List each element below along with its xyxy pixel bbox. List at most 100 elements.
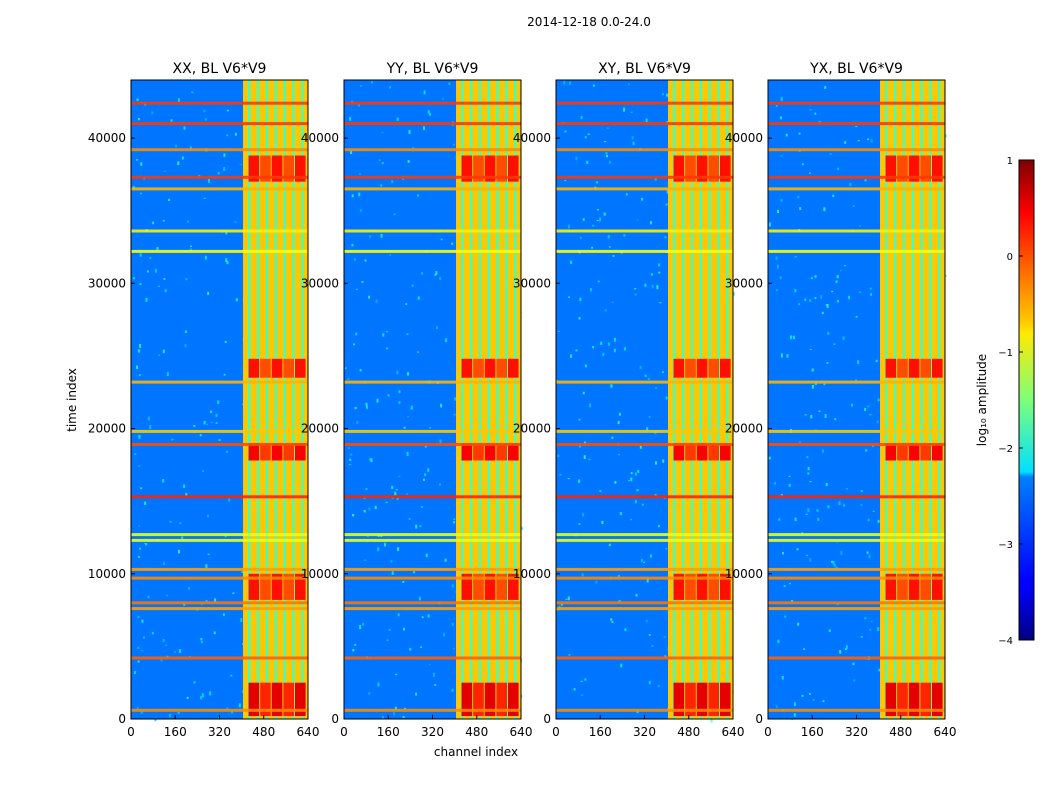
noise-speck [777,639,780,644]
hot-segment [696,573,708,600]
hot-segment [932,358,943,378]
noise-speck [200,695,203,700]
rfi-row [131,607,308,611]
hot-segment [248,443,260,461]
noise-speck [132,277,135,280]
rfi-row [131,656,308,660]
noise-speck [582,218,585,221]
noise-speck [567,224,570,229]
noise-speck [137,555,140,559]
noise-speck [617,575,620,577]
noise-speck [808,693,811,695]
hot-segment [260,155,271,182]
noise-speck [187,220,189,223]
noise-speck [643,561,645,564]
colorbar-tick-label: −2 [998,444,1013,455]
noise-speck [168,198,170,202]
noise-speck [829,153,832,156]
noise-speck [605,152,608,155]
noise-speck [137,646,140,650]
noise-speck [796,548,799,551]
y-tick-label: 40000 [301,131,339,145]
noise-speck [364,259,367,262]
noise-speck [241,571,244,573]
noise-speck [242,643,244,645]
rfi-row [344,101,521,105]
noise-speck [799,441,801,444]
hot-segment [496,443,508,461]
colorbar-tick-label: −3 [998,540,1013,551]
channel-stripe [708,80,711,719]
noise-speck [825,483,828,487]
noise-speck [557,330,560,332]
x-tick-label: 160 [589,725,612,739]
noise-speck [210,410,213,414]
noise-speck [780,155,783,157]
noise-speck [394,706,397,711]
noise-speck [859,225,861,227]
noise-speck [230,674,233,677]
noise-speck [193,681,196,684]
noise-speck [557,454,560,458]
noise-speck [783,585,786,587]
noise-speck [415,524,418,529]
hot-segment [708,682,720,717]
noise-speck [634,500,637,504]
channel-stripe [920,80,923,719]
noise-speck [849,183,852,187]
noise-speck [163,278,166,280]
noise-speck [584,135,587,139]
noise-speck [393,213,396,216]
noise-speck [608,246,611,248]
hot-segment [696,682,708,717]
noise-speck [177,712,180,714]
noise-speck [162,220,165,222]
noise-speck [347,447,350,449]
noise-speck [648,680,651,685]
hot-segment [484,682,496,717]
noise-speck [657,525,660,528]
noise-speck [362,622,365,626]
noise-speck [611,301,614,304]
noise-speck [391,571,394,575]
noise-speck [782,552,784,555]
noise-speck [845,488,848,490]
noise-speck [140,192,143,195]
noise-speck [209,691,212,696]
hot-segment [673,155,685,182]
noise-speck [183,602,186,606]
x-tick-label: 320 [845,725,868,739]
noise-speck [442,98,445,100]
noise-speck [409,647,412,651]
noise-speck [139,283,142,286]
noise-speck [138,118,140,121]
channel-stripe [487,80,491,719]
hot-segment [920,358,932,378]
noise-speck [794,517,797,522]
noise-speck [732,292,735,296]
noise-speck [349,458,352,461]
rfi-row [344,429,521,433]
noise-speck [225,230,228,235]
noise-speck [807,467,810,471]
noise-speck [657,684,660,688]
noise-speck [391,485,394,489]
noise-speck [877,398,880,402]
noise-speck [834,418,837,421]
noise-speck [440,238,443,241]
channel-stripe [301,80,304,719]
rfi-row [131,533,308,537]
noise-speck [798,303,801,306]
rfi-row [768,708,945,712]
noise-speck [857,140,860,142]
channel-stripe [938,80,941,719]
noise-speck [179,649,181,653]
noise-speck [189,146,192,150]
noise-speck [827,331,830,335]
rfi-row [768,122,945,126]
noise-speck [823,207,826,212]
rfi-row [768,576,945,580]
noise-speck [788,475,791,477]
hot-segment [496,682,508,717]
